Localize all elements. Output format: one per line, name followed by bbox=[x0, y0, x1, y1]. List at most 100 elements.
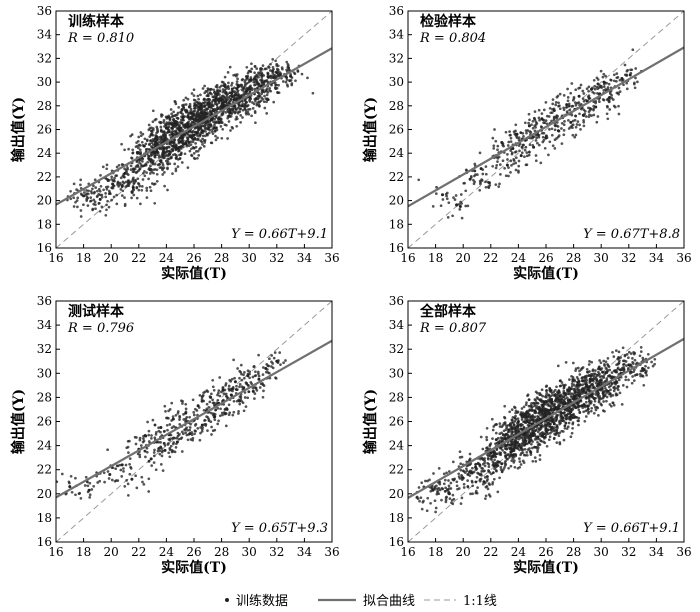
data-point bbox=[155, 153, 159, 157]
data-point bbox=[244, 381, 248, 384]
data-point bbox=[86, 204, 90, 207]
data-point bbox=[166, 443, 170, 446]
data-point bbox=[193, 107, 196, 110]
data-point bbox=[268, 86, 272, 90]
data-point bbox=[102, 188, 105, 192]
data-point bbox=[84, 475, 88, 479]
data-point bbox=[580, 387, 584, 391]
data-point bbox=[87, 488, 91, 492]
data-point bbox=[476, 173, 479, 176]
data-point bbox=[155, 127, 159, 131]
data-point bbox=[98, 209, 102, 213]
data-point bbox=[235, 124, 239, 128]
data-point bbox=[625, 81, 629, 85]
data-point bbox=[435, 185, 438, 189]
data-point bbox=[545, 122, 549, 126]
data-point bbox=[503, 466, 506, 469]
data-point bbox=[161, 134, 165, 137]
data-point bbox=[69, 474, 73, 478]
data-point bbox=[512, 159, 516, 162]
data-point bbox=[468, 458, 472, 462]
data-point bbox=[585, 87, 589, 91]
data-point bbox=[556, 364, 560, 368]
data-point bbox=[444, 496, 448, 500]
y-tick-label: 28 bbox=[389, 99, 404, 113]
data-point bbox=[610, 371, 614, 374]
data-point bbox=[141, 157, 145, 161]
data-point bbox=[238, 395, 242, 398]
data-point bbox=[540, 439, 543, 443]
data-point bbox=[154, 150, 158, 154]
data-point bbox=[586, 405, 590, 409]
data-point bbox=[510, 440, 513, 443]
data-point bbox=[592, 397, 596, 401]
data-point bbox=[209, 88, 212, 92]
data-point bbox=[450, 501, 453, 505]
data-point bbox=[544, 403, 548, 406]
data-point bbox=[226, 84, 230, 88]
data-point bbox=[188, 149, 192, 153]
data-point bbox=[166, 157, 170, 161]
data-point bbox=[483, 457, 486, 460]
data-point bbox=[215, 128, 219, 132]
data-point bbox=[197, 112, 201, 115]
data-point bbox=[548, 425, 552, 429]
data-point bbox=[548, 399, 552, 403]
data-point bbox=[547, 404, 550, 407]
data-point bbox=[557, 101, 560, 105]
data-point bbox=[278, 70, 281, 74]
data-point bbox=[279, 363, 282, 366]
data-point bbox=[159, 446, 163, 449]
data-point bbox=[507, 140, 511, 144]
data-point bbox=[210, 392, 213, 396]
data-point bbox=[280, 66, 284, 69]
data-point bbox=[510, 459, 514, 463]
data-point bbox=[151, 418, 155, 422]
data-point bbox=[168, 149, 171, 153]
data-point bbox=[571, 361, 575, 365]
data-point bbox=[550, 119, 553, 123]
data-point bbox=[212, 414, 216, 418]
data-point bbox=[523, 148, 527, 152]
data-point bbox=[590, 406, 594, 410]
data-point bbox=[474, 463, 477, 466]
data-point bbox=[495, 163, 499, 167]
data-point bbox=[434, 510, 437, 514]
data-point bbox=[208, 400, 212, 404]
data-point bbox=[468, 474, 472, 477]
y-tick-label: 26 bbox=[389, 415, 404, 429]
data-point bbox=[575, 376, 579, 379]
data-point bbox=[578, 112, 581, 116]
data-point bbox=[613, 105, 617, 109]
data-point bbox=[271, 69, 274, 72]
x-tick-label: 32 bbox=[621, 545, 636, 559]
data-point bbox=[88, 481, 92, 485]
data-point bbox=[610, 381, 613, 385]
data-point bbox=[464, 189, 468, 193]
data-point bbox=[152, 171, 155, 175]
data-point bbox=[508, 130, 511, 133]
plot-frame bbox=[55, 10, 333, 249]
data-point bbox=[534, 139, 538, 142]
data-point bbox=[104, 192, 107, 195]
data-point bbox=[244, 74, 248, 78]
scatter-points bbox=[417, 48, 644, 220]
data-point bbox=[553, 128, 557, 132]
data-point bbox=[545, 408, 549, 412]
data-point bbox=[447, 484, 451, 488]
data-point bbox=[86, 480, 89, 484]
data-point bbox=[234, 118, 238, 121]
data-point bbox=[138, 161, 141, 165]
data-point bbox=[498, 163, 502, 166]
data-point bbox=[190, 112, 194, 116]
data-point bbox=[216, 393, 219, 397]
data-point bbox=[177, 145, 181, 149]
data-point bbox=[609, 78, 613, 82]
data-point bbox=[242, 373, 245, 377]
data-point bbox=[441, 193, 444, 197]
data-point bbox=[484, 185, 488, 189]
data-point bbox=[415, 496, 419, 499]
data-point bbox=[622, 83, 625, 87]
data-point bbox=[220, 84, 223, 88]
data-point bbox=[457, 475, 461, 478]
